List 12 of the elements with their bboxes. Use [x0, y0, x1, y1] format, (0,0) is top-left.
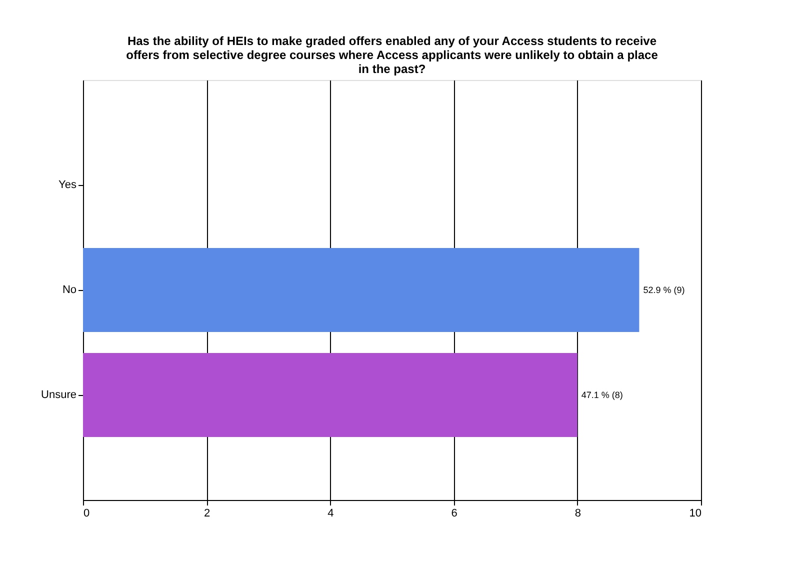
- y-tick-label: Unsure: [41, 389, 76, 401]
- x-tick-label: 2: [204, 508, 210, 520]
- x-tick-label: 0: [84, 508, 90, 520]
- data-label: 52.9 % (9): [643, 285, 685, 295]
- x-tick-label: 10: [689, 508, 702, 520]
- y-tick-label: Yes: [58, 179, 77, 191]
- x-tick-label: 4: [328, 508, 334, 520]
- x-tick-label: 6: [451, 508, 458, 520]
- y-tick-label: No: [62, 284, 76, 296]
- chart-title: Has the ability of HEIs to make graded offers enabled any of your Access students to receive offers from selective degree courses where Access applicants were unlikely to obtain a place in the past?: [126, 34, 658, 76]
- data-label: 47.1 % (8): [581, 390, 623, 400]
- x-tick-label: 8: [574, 508, 581, 520]
